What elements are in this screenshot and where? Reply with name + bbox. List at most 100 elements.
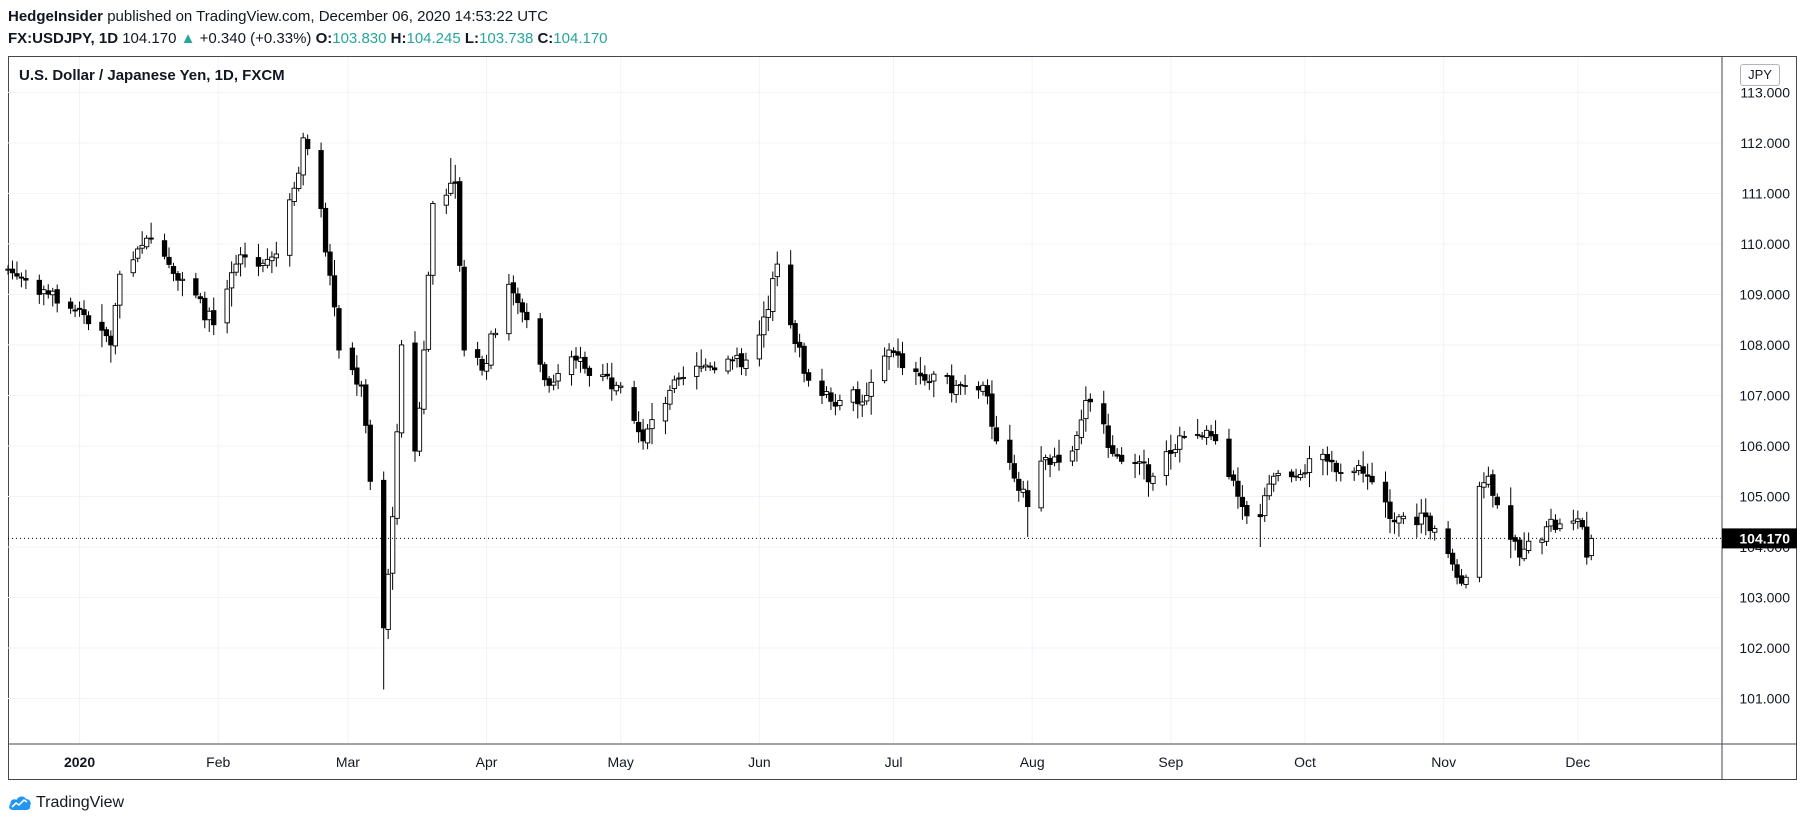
candle xyxy=(1132,453,1138,479)
publisher-name[interactable]: HedgeInsider xyxy=(8,8,104,25)
candle xyxy=(1011,454,1017,483)
candle-body-down xyxy=(1025,490,1031,508)
candle xyxy=(103,326,110,343)
candle-body-up xyxy=(743,359,749,369)
candle xyxy=(600,364,606,382)
candle xyxy=(761,301,767,348)
candle-body-down xyxy=(631,387,637,421)
candle xyxy=(550,374,557,391)
candle xyxy=(1038,446,1044,512)
candle-body-up xyxy=(50,290,56,296)
candle xyxy=(711,361,718,374)
candle-body-up xyxy=(761,316,767,336)
candle xyxy=(613,381,619,396)
candle xyxy=(962,374,968,395)
candle xyxy=(792,320,798,353)
x-tick-label: 2020 xyxy=(64,754,95,770)
candle xyxy=(336,304,342,359)
candle-body-down xyxy=(1512,537,1518,542)
x-tick-label: May xyxy=(607,754,633,770)
candle-body-up xyxy=(117,273,123,306)
candle-body-up xyxy=(1297,474,1304,479)
candle xyxy=(1369,462,1375,485)
candle-body-down xyxy=(9,268,16,274)
candle xyxy=(1145,458,1152,497)
candle xyxy=(135,246,141,263)
candle xyxy=(1230,470,1237,487)
currency-badge[interactable]: JPY xyxy=(1740,64,1780,86)
candle-body-up xyxy=(1548,518,1554,527)
candle xyxy=(765,295,771,332)
candle xyxy=(18,272,25,288)
candle-body-down xyxy=(381,479,387,629)
candle-body-up xyxy=(416,407,423,452)
candle xyxy=(1266,474,1272,501)
candle-body-up xyxy=(649,419,655,430)
high-label: H: xyxy=(390,30,407,47)
candle-body-down xyxy=(1047,457,1053,465)
candle xyxy=(1172,443,1178,458)
chart-header: HedgeInsider published on TradingView.co… xyxy=(8,6,1798,50)
candle xyxy=(582,351,588,374)
candle-body-up xyxy=(1351,470,1357,473)
candle-body-down xyxy=(609,377,615,390)
candle xyxy=(85,311,92,331)
candle xyxy=(224,279,230,334)
candle xyxy=(1051,447,1058,467)
candle xyxy=(1432,525,1438,541)
candle-body-up xyxy=(269,256,275,262)
y-tick-label: 101.000 xyxy=(1739,691,1790,707)
candle xyxy=(1087,393,1093,412)
candle-body-up xyxy=(1203,429,1210,438)
candle-body-up xyxy=(1302,472,1308,475)
candle xyxy=(193,272,199,299)
last-price-value: 104.170 xyxy=(122,30,177,47)
candle xyxy=(667,385,673,410)
candle-body-up xyxy=(680,376,686,379)
candle xyxy=(922,365,928,386)
candle xyxy=(1199,431,1205,440)
candle xyxy=(385,568,391,640)
candle-body-down xyxy=(922,374,928,381)
candle-body-up xyxy=(1042,457,1049,461)
y-tick-label: 102.000 xyxy=(1739,640,1790,656)
candle xyxy=(1414,503,1420,538)
candle xyxy=(707,362,713,371)
candle-body-down xyxy=(1011,463,1017,479)
candle xyxy=(1016,471,1022,502)
candle-body-down xyxy=(828,392,834,402)
low-value: 103.738 xyxy=(479,30,534,47)
candle xyxy=(5,265,11,275)
x-tick-label: Feb xyxy=(206,754,230,770)
up-arrow-icon: ▲ xyxy=(180,30,196,47)
candle xyxy=(734,347,740,368)
candle xyxy=(756,320,763,367)
candle-body-up xyxy=(300,137,306,176)
candle-body-down xyxy=(175,273,181,281)
high-value: 104.245 xyxy=(406,30,461,47)
candle-body-up xyxy=(881,355,888,382)
candle xyxy=(832,393,839,416)
candle-body-down xyxy=(711,367,718,371)
candle xyxy=(175,270,181,291)
candle xyxy=(148,222,154,244)
candle xyxy=(899,341,906,376)
candle-body-up xyxy=(492,332,499,336)
candle-body-up xyxy=(448,182,454,194)
candle-body-up xyxy=(1172,449,1178,453)
candle-body-down xyxy=(103,329,110,337)
candle xyxy=(635,411,642,443)
candle-body-up xyxy=(770,278,776,313)
candle-body-up xyxy=(765,309,771,318)
candle-body-down xyxy=(738,353,745,368)
candle xyxy=(1168,434,1174,470)
candle-body-up xyxy=(506,283,512,335)
tradingview-logo[interactable]: TradingView xyxy=(8,792,124,814)
candle-body-up xyxy=(1069,450,1076,462)
candle-body-down xyxy=(899,353,906,369)
published-text: published on TradingView.com, December 0… xyxy=(107,8,549,25)
candle xyxy=(868,369,874,415)
candle xyxy=(676,372,682,386)
candles xyxy=(5,132,1594,690)
